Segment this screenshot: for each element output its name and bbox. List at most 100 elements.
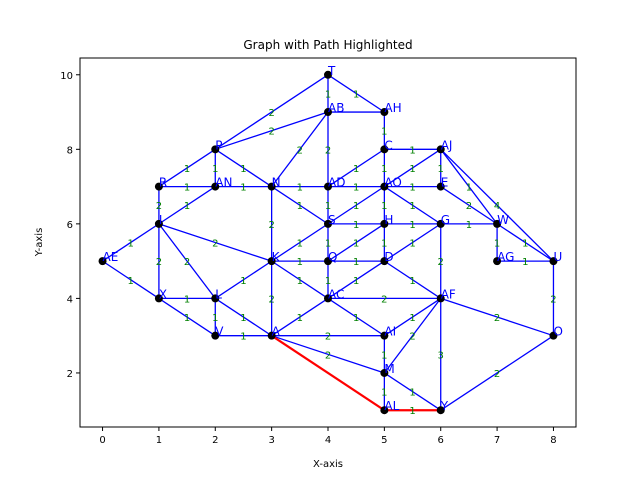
node-AN	[211, 182, 220, 191]
edge-AC-A	[271, 297, 329, 337]
edge-weight-AF-Y: 3	[438, 350, 444, 361]
edge-weight-AF-M: 2	[409, 332, 415, 343]
edge-weight-M-Y: 1	[409, 388, 415, 399]
node-AJ	[436, 145, 445, 154]
edge-weight-K-AC: 1	[297, 276, 303, 287]
edge-O-Y	[440, 335, 554, 411]
y-tick-label: 4	[67, 294, 73, 305]
edge-K-AC	[271, 260, 329, 299]
path-edge-A-AL	[271, 334, 385, 412]
edge-weight-D-AF: 1	[409, 276, 415, 287]
node-Q	[324, 257, 332, 266]
edge-weight-G-AF: 2	[438, 257, 444, 268]
node-label-V: V	[215, 325, 224, 339]
node-label-M: M	[384, 362, 394, 376]
node-AH	[380, 108, 389, 117]
node-E	[436, 182, 445, 191]
edge-E-W	[440, 186, 498, 225]
edge-weight-D-AC: 1	[353, 276, 359, 287]
edge-weight-I-L: 2	[184, 257, 190, 268]
node-N	[267, 182, 276, 191]
node-L	[211, 294, 220, 303]
edge-weight-AJ-E: 1	[438, 164, 444, 175]
edge-AJ-AO	[384, 148, 442, 188]
edge-weight-I-AE: 1	[128, 239, 134, 250]
edge-weight-C-AD: 1	[353, 164, 359, 175]
edge-weight-AF-AI: 1	[409, 313, 415, 324]
edge-N-S	[271, 186, 329, 225]
x-tick-label: 1	[156, 435, 162, 446]
edge-M-Y	[384, 372, 442, 411]
node-label-K: K	[272, 250, 281, 264]
edge-weight-N-S: 1	[297, 201, 303, 212]
node-K	[267, 257, 276, 266]
node-AF	[436, 294, 445, 303]
edge-I-L	[158, 223, 216, 299]
edge-weight-AJ-U: 4	[494, 201, 500, 212]
node-A	[267, 331, 276, 340]
node-AG	[493, 257, 502, 266]
node-label-G: G	[441, 213, 450, 227]
node-AC	[324, 294, 332, 303]
edge-AC-AI	[327, 297, 385, 337]
node-AB	[324, 108, 332, 117]
edge-weight-K-Q: 1	[297, 257, 303, 268]
edge-weight-L-V: 1	[212, 313, 218, 324]
edge-weight-C-AJ: 1	[409, 145, 415, 156]
node-D	[380, 257, 389, 266]
edge-AE-X	[102, 260, 160, 299]
edge-weight-W-AG: 1	[494, 239, 500, 250]
edge-weight-S-Q: 1	[325, 239, 331, 250]
x-tick-label: 5	[381, 435, 387, 446]
node-I	[154, 219, 163, 228]
edge-I-K	[158, 223, 272, 262]
node-O	[549, 331, 558, 340]
edge-weight-G-D: 1	[409, 239, 415, 250]
axes: 0 1 2 3 4 5 6 7 8 2 4 6 8 10	[60, 71, 556, 446]
edge-weight-AC-AF: 2	[381, 294, 387, 305]
node-U	[549, 257, 558, 266]
edge-weight-S-K: 1	[297, 239, 303, 250]
x-tick-label: 2	[212, 435, 218, 446]
node-label-O: O	[553, 325, 562, 339]
node-label-L: L	[215, 287, 222, 301]
edge-L-A	[214, 297, 272, 337]
edge-weight-C-AO: 1	[381, 164, 387, 175]
node-label-AJ: AJ	[441, 138, 453, 152]
edge-W-U	[496, 223, 554, 262]
edge-weight-P-R: 1	[184, 164, 190, 175]
edge-weight-AJ-W: 1	[466, 183, 472, 194]
node-C	[380, 145, 389, 154]
node-AD	[324, 182, 332, 191]
node-label-I: I	[159, 213, 163, 227]
y-tick-label: 6	[67, 220, 73, 231]
node-label-H: H	[384, 213, 393, 227]
node-label-Q: Q	[328, 250, 337, 264]
edge-D-AC	[327, 260, 385, 299]
edge-AO-S	[327, 186, 385, 225]
edge-weight-H-Q: 1	[353, 239, 359, 250]
node-label-W: W	[497, 213, 509, 227]
edge-AN-I	[158, 186, 216, 225]
chart-title: Graph with Path Highlighted	[243, 38, 412, 52]
edge-P-R	[158, 148, 216, 188]
node-Y	[436, 406, 445, 415]
node-label-AC: AC	[328, 287, 344, 301]
edge-weight-X-L: 1	[184, 294, 190, 305]
edge-weight-AH-C: 1	[381, 127, 387, 138]
edge-weight-AE-X: 1	[128, 276, 134, 287]
node-label-AL: AL	[384, 399, 399, 413]
edge-weight-AB-AD: 2	[325, 145, 331, 156]
x-tick-label: 8	[550, 435, 556, 446]
edge-weight-AB-N: 2	[297, 145, 303, 156]
edge-weight-E-W: 2	[466, 201, 472, 212]
y-tick-label: 8	[67, 145, 73, 156]
edge-D-AF	[384, 260, 442, 299]
edge-AF-AI	[384, 297, 442, 337]
edge-weight-W-U: 1	[522, 239, 528, 250]
edge-weight-I-R: 2	[156, 201, 162, 212]
node-AE	[98, 257, 107, 266]
node-label-T: T	[327, 64, 336, 78]
edge-AB-P	[215, 111, 329, 150]
